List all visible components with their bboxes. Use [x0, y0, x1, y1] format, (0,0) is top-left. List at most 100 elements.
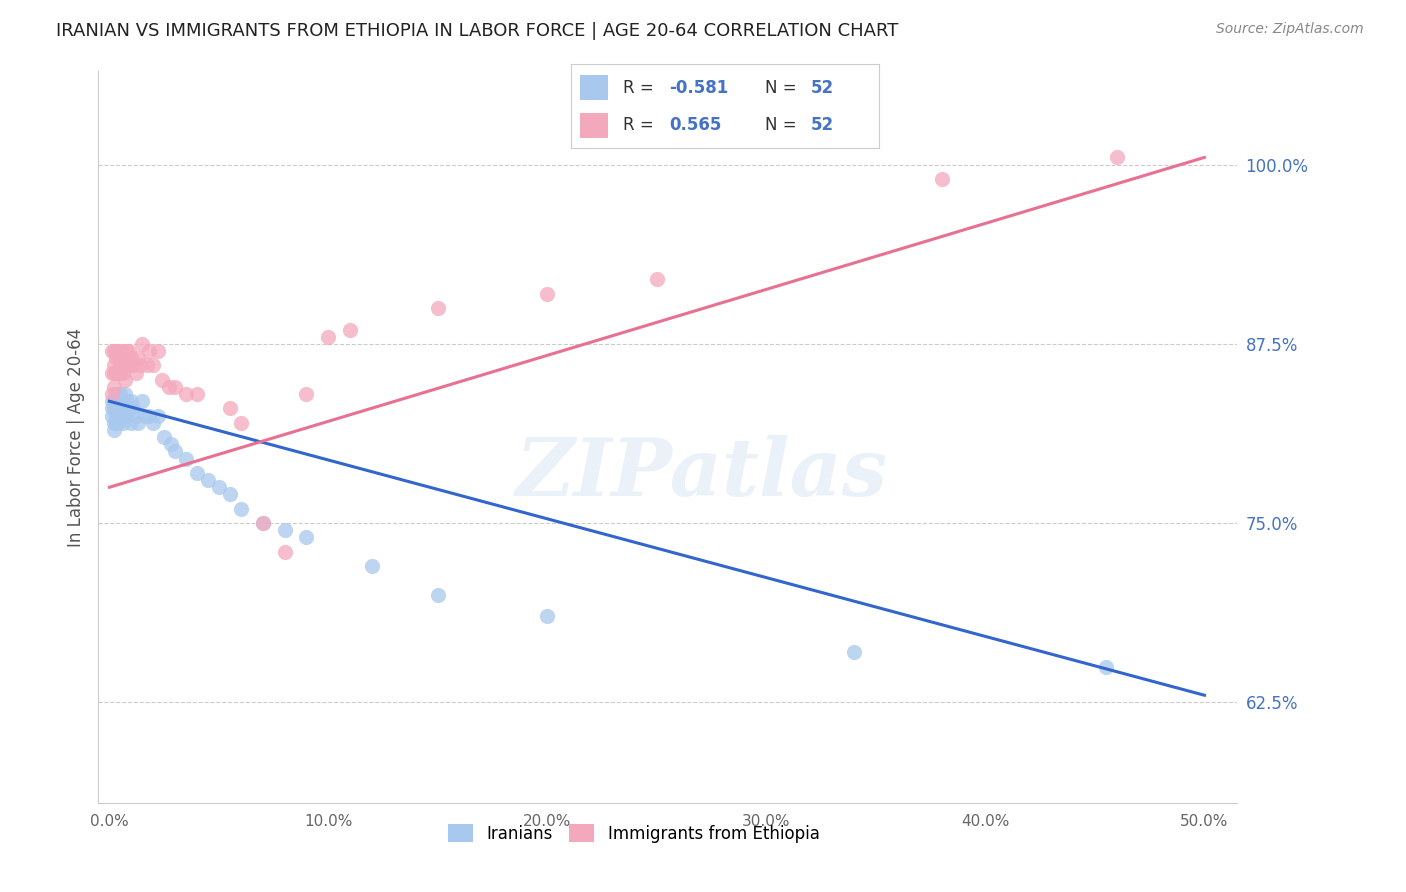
Point [107, 416, 129, 430]
Point [124, 409, 146, 423]
Point [110, 387, 132, 401]
Point [174, 387, 197, 401]
Point [107, 344, 129, 359]
Point [135, 359, 157, 373]
Point [114, 387, 136, 401]
Point [120, 394, 142, 409]
Point [118, 359, 141, 373]
Point [153, 430, 176, 444]
Point [104, 344, 127, 359]
Point [536, 286, 558, 301]
Point [295, 387, 318, 401]
Point [107, 401, 129, 416]
Point [115, 344, 138, 359]
Point [174, 451, 197, 466]
Point [124, 366, 146, 380]
Point [118, 344, 141, 359]
Point [295, 531, 318, 545]
Point [110, 366, 132, 380]
Point [111, 351, 134, 366]
Point [115, 409, 138, 423]
Point [131, 336, 153, 351]
Point [104, 416, 127, 430]
Point [110, 409, 132, 423]
Point [138, 344, 160, 359]
Point [103, 380, 125, 394]
Point [318, 329, 340, 343]
Point [114, 373, 136, 387]
Point [115, 359, 138, 373]
Point [186, 387, 208, 401]
Legend: Iranians, Immigrants from Ethiopia: Iranians, Immigrants from Ethiopia [441, 818, 827, 849]
Point [931, 172, 953, 186]
Point [111, 416, 134, 430]
Point [114, 401, 136, 416]
Point [165, 444, 187, 458]
Point [426, 301, 449, 315]
Point [107, 387, 129, 401]
Point [103, 359, 125, 373]
Point [111, 366, 134, 380]
Point [104, 394, 127, 409]
Point [426, 588, 449, 602]
Point [1095, 659, 1118, 673]
Point [103, 344, 125, 359]
Point [218, 487, 240, 501]
Point [111, 409, 134, 423]
Point [107, 351, 129, 366]
Y-axis label: In Labor Force | Age 20-64: In Labor Force | Age 20-64 [66, 327, 84, 547]
Point [110, 359, 132, 373]
Text: ZIPatlas: ZIPatlas [516, 435, 889, 512]
Point [103, 401, 125, 416]
Point [127, 416, 149, 430]
Point [273, 524, 295, 538]
Point [645, 272, 668, 286]
Point [100, 394, 122, 409]
Point [252, 516, 274, 530]
Point [100, 366, 122, 380]
Point [110, 344, 132, 359]
Point [142, 416, 165, 430]
Point [129, 359, 152, 373]
Point [186, 466, 208, 480]
Point [229, 501, 252, 516]
Point [131, 394, 153, 409]
Point [142, 359, 165, 373]
Point [122, 359, 145, 373]
Point [252, 516, 274, 530]
Point [208, 480, 231, 494]
Point [100, 409, 122, 423]
Point [104, 366, 127, 380]
Point [107, 366, 129, 380]
Text: IRANIAN VS IMMIGRANTS FROM ETHIOPIA IN LABOR FORCE | AGE 20-64 CORRELATION CHART: IRANIAN VS IMMIGRANTS FROM ETHIOPIA IN L… [56, 22, 898, 40]
Point [118, 401, 141, 416]
Point [536, 609, 558, 624]
Point [157, 380, 180, 394]
Point [197, 473, 219, 487]
Point [229, 416, 252, 430]
Point [100, 344, 122, 359]
Point [122, 401, 145, 416]
Point [103, 416, 125, 430]
Point [146, 344, 169, 359]
Point [114, 344, 136, 359]
Point [115, 394, 138, 409]
Text: Source: ZipAtlas.com: Source: ZipAtlas.com [1216, 22, 1364, 37]
Point [146, 409, 169, 423]
Point [138, 409, 160, 423]
Point [127, 351, 149, 366]
Point [120, 351, 142, 366]
Point [104, 351, 127, 366]
Point [100, 401, 122, 416]
Point [120, 416, 142, 430]
Point [114, 359, 136, 373]
Point [134, 409, 156, 423]
Point [104, 409, 127, 423]
Point [339, 322, 361, 336]
Point [100, 387, 122, 401]
Point [165, 380, 187, 394]
Point [361, 559, 384, 574]
Point [103, 423, 125, 437]
Point [110, 394, 132, 409]
Point [273, 545, 295, 559]
